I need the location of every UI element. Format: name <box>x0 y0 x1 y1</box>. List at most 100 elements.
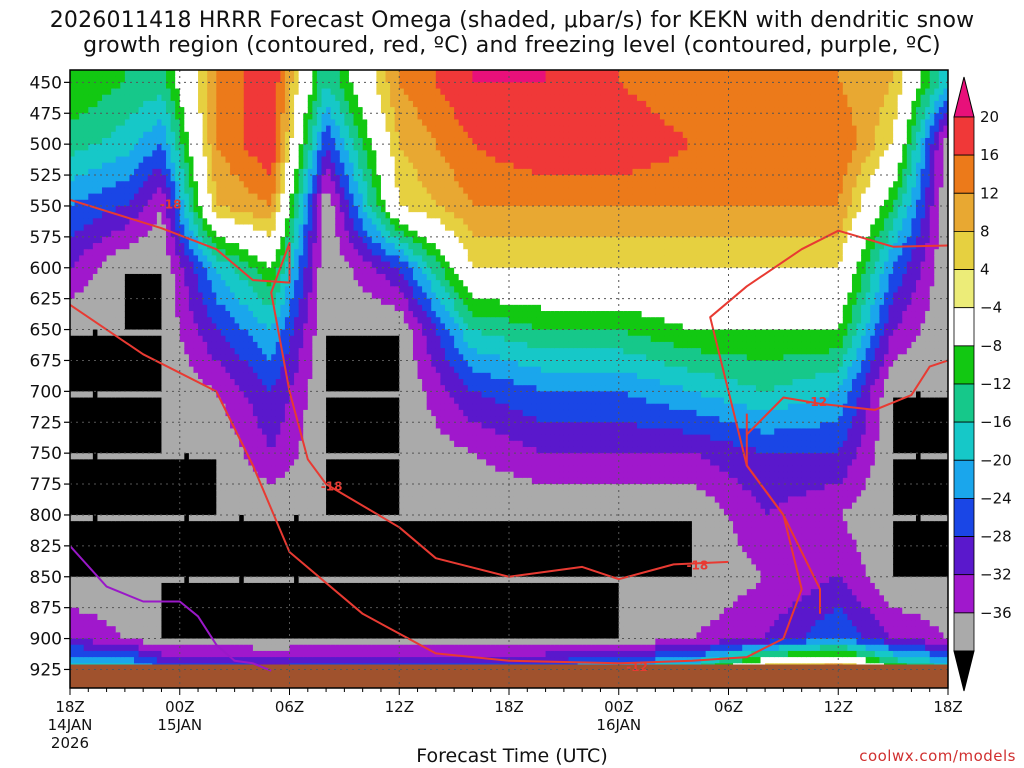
omega-cell <box>179 638 185 646</box>
omega-cell <box>70 131 76 139</box>
omega-cell <box>207 471 213 479</box>
omega-cell <box>115 397 121 405</box>
omega-cell <box>284 193 291 201</box>
omega-cell <box>289 255 295 263</box>
omega-cell <box>211 249 217 256</box>
omega-cell <box>275 298 281 306</box>
omega-cell <box>83 286 89 294</box>
omega-cell <box>152 607 158 615</box>
omega-cell <box>275 243 281 250</box>
omega-cell <box>156 650 163 658</box>
omega-cell <box>111 496 117 504</box>
omega-cell <box>280 490 286 498</box>
omega-cell <box>70 521 76 528</box>
omega-cell <box>129 428 135 436</box>
omega-cell <box>243 391 249 399</box>
omega-cell <box>179 119 185 127</box>
omega-cell <box>115 354 121 362</box>
omega-cell <box>211 88 217 96</box>
omega-cell <box>156 372 163 380</box>
omega-cell <box>243 626 249 633</box>
omega-cell <box>248 527 254 535</box>
omega-cell <box>216 131 222 139</box>
omega-cell <box>83 360 89 368</box>
omega-cell <box>289 422 295 430</box>
omega-cell <box>175 385 181 392</box>
omega-cell <box>147 428 153 436</box>
omega-cell <box>129 471 135 479</box>
omega-cell <box>97 657 103 664</box>
omega-cell <box>79 620 85 627</box>
omega-cell <box>166 249 172 256</box>
omega-cell <box>230 280 236 287</box>
omega-cell <box>211 490 217 498</box>
omega-cell <box>289 193 295 201</box>
omega-cell <box>175 273 181 281</box>
omega-cell <box>289 131 295 139</box>
omega-cell <box>202 626 208 633</box>
omega-cell <box>74 255 80 263</box>
omega-cell <box>115 644 121 652</box>
omega-cell <box>193 527 199 535</box>
omega-cell <box>156 199 163 207</box>
omega-cell <box>188 391 195 399</box>
omega-cell <box>175 601 181 609</box>
omega-cell <box>289 657 295 664</box>
omega-cell <box>179 94 185 102</box>
omega-cell <box>234 286 240 294</box>
omega-cell <box>70 236 76 244</box>
omega-cell <box>243 94 249 102</box>
omega-cell <box>161 545 167 553</box>
omega-cell <box>234 403 240 411</box>
omega-cell <box>147 218 153 226</box>
omega-cell <box>198 292 204 300</box>
omega-cell <box>120 366 126 374</box>
omega-cell <box>115 477 121 485</box>
omega-cell <box>152 521 158 528</box>
omega-cell <box>79 409 85 417</box>
omega-cell <box>175 607 181 615</box>
omega-cell <box>239 582 245 590</box>
omega-cell <box>147 477 153 485</box>
omega-cell <box>220 496 227 504</box>
omega-cell <box>102 144 108 151</box>
omega-cell <box>234 354 240 362</box>
omega-cell <box>207 292 213 300</box>
omega-cell <box>88 379 94 386</box>
omega-cell <box>74 212 80 219</box>
omega-cell <box>243 521 249 528</box>
omega-cell <box>83 341 89 349</box>
omega-cell <box>138 100 144 108</box>
omega-cell <box>202 570 208 578</box>
omega-cell <box>92 650 99 658</box>
omega-cell <box>79 632 85 640</box>
omega-cell <box>129 620 135 627</box>
omega-cell <box>202 564 208 572</box>
omega-cell <box>271 589 277 596</box>
omega-cell <box>294 650 300 658</box>
omega-cell <box>280 230 286 238</box>
omega-cell <box>216 607 222 615</box>
omega-cell <box>230 156 236 164</box>
omega-cell <box>248 558 254 565</box>
omega-cell <box>280 205 286 213</box>
omega-cell <box>266 125 272 133</box>
omega-cell <box>88 477 94 485</box>
omega-cell <box>184 150 190 158</box>
omega-cell <box>225 459 231 467</box>
omega-cell <box>74 644 80 652</box>
omega-cell <box>188 205 195 213</box>
omega-cell <box>198 341 204 349</box>
omega-cell <box>170 100 176 108</box>
omega-cell <box>271 521 277 528</box>
omega-cell <box>188 224 195 232</box>
omega-cell <box>147 650 153 658</box>
omega-cell <box>271 508 277 516</box>
omega-cell <box>211 428 217 436</box>
omega-cell <box>271 224 277 232</box>
omega-cell <box>120 539 126 547</box>
omega-cell <box>207 144 213 151</box>
omega-cell <box>83 218 89 226</box>
omega-cell <box>166 341 172 349</box>
omega-cell <box>152 280 158 287</box>
